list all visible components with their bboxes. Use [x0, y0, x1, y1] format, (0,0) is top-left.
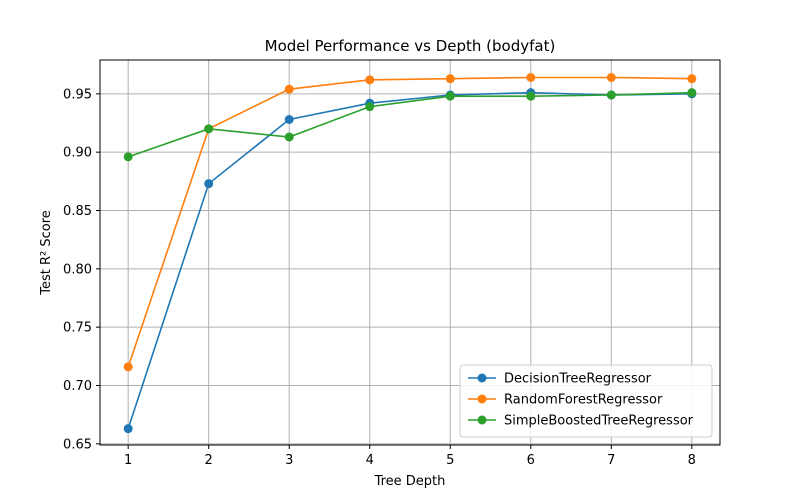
- legend-label: SimpleBoostedTreeRegressor: [504, 414, 694, 429]
- x-tick-label: 4: [366, 453, 374, 468]
- legend-marker: [477, 394, 487, 404]
- y-tick-label: 0.65: [63, 437, 92, 452]
- x-axis-label: Tree Depth: [374, 474, 446, 489]
- data-point: [284, 84, 294, 94]
- x-tick-label: 1: [124, 453, 132, 468]
- data-point: [687, 88, 697, 98]
- data-point: [526, 91, 536, 101]
- x-tick-label: 8: [688, 453, 696, 468]
- x-tick-label: 3: [285, 453, 293, 468]
- series-2: [123, 73, 697, 372]
- y-tick-label: 0.85: [63, 204, 92, 219]
- y-axis-label: Test R² Score: [39, 210, 54, 296]
- data-point: [123, 152, 133, 162]
- data-point: [123, 424, 133, 434]
- legend-box: [459, 364, 713, 438]
- plot-frame: [99, 59, 721, 446]
- data-point: [687, 74, 697, 84]
- legend: DecisionTreeRegressor RandomForestRegress…: [459, 364, 713, 438]
- ticks: 1 2 3 4 5 6 7 8 0.65 0.70 0.75 0.80 0.85 0.90 0.95: [63, 87, 696, 468]
- series-line: [127, 91, 692, 158]
- x-tick-label: 2: [205, 453, 213, 468]
- y-tick-label: 0.80: [63, 262, 92, 277]
- y-tick-label: 0.95: [63, 87, 92, 102]
- chart-title: Model Performance vs Depth (bodyfat): [265, 37, 556, 55]
- data-point: [365, 102, 375, 112]
- y-tick-label: 0.70: [63, 379, 92, 394]
- data-point: [606, 73, 616, 82]
- y-tick-label: 0.75: [63, 321, 92, 336]
- data-point: [445, 91, 455, 101]
- legend-label: RandomForestRegressor: [504, 393, 663, 408]
- x-tick-label: 6: [527, 453, 535, 468]
- data-point: [606, 90, 616, 100]
- data-point: [123, 362, 133, 372]
- legend-label: DecisionTreeRegressor: [504, 372, 652, 387]
- x-tick-label: 7: [607, 453, 615, 468]
- data-point: [284, 115, 294, 124]
- data-point: [365, 75, 375, 85]
- y-tick-label: 0.90: [63, 146, 92, 161]
- data-point: [204, 179, 214, 189]
- series-layer: [123, 73, 697, 434]
- data-point: [445, 74, 455, 84]
- legend-marker: [477, 373, 487, 383]
- data-point: [526, 73, 536, 82]
- x-tick-label: 5: [446, 453, 454, 468]
- series-line: [127, 76, 692, 368]
- data-point: [204, 124, 214, 134]
- data-point: [284, 132, 294, 142]
- series-3: [123, 88, 697, 162]
- legend-marker: [477, 415, 487, 425]
